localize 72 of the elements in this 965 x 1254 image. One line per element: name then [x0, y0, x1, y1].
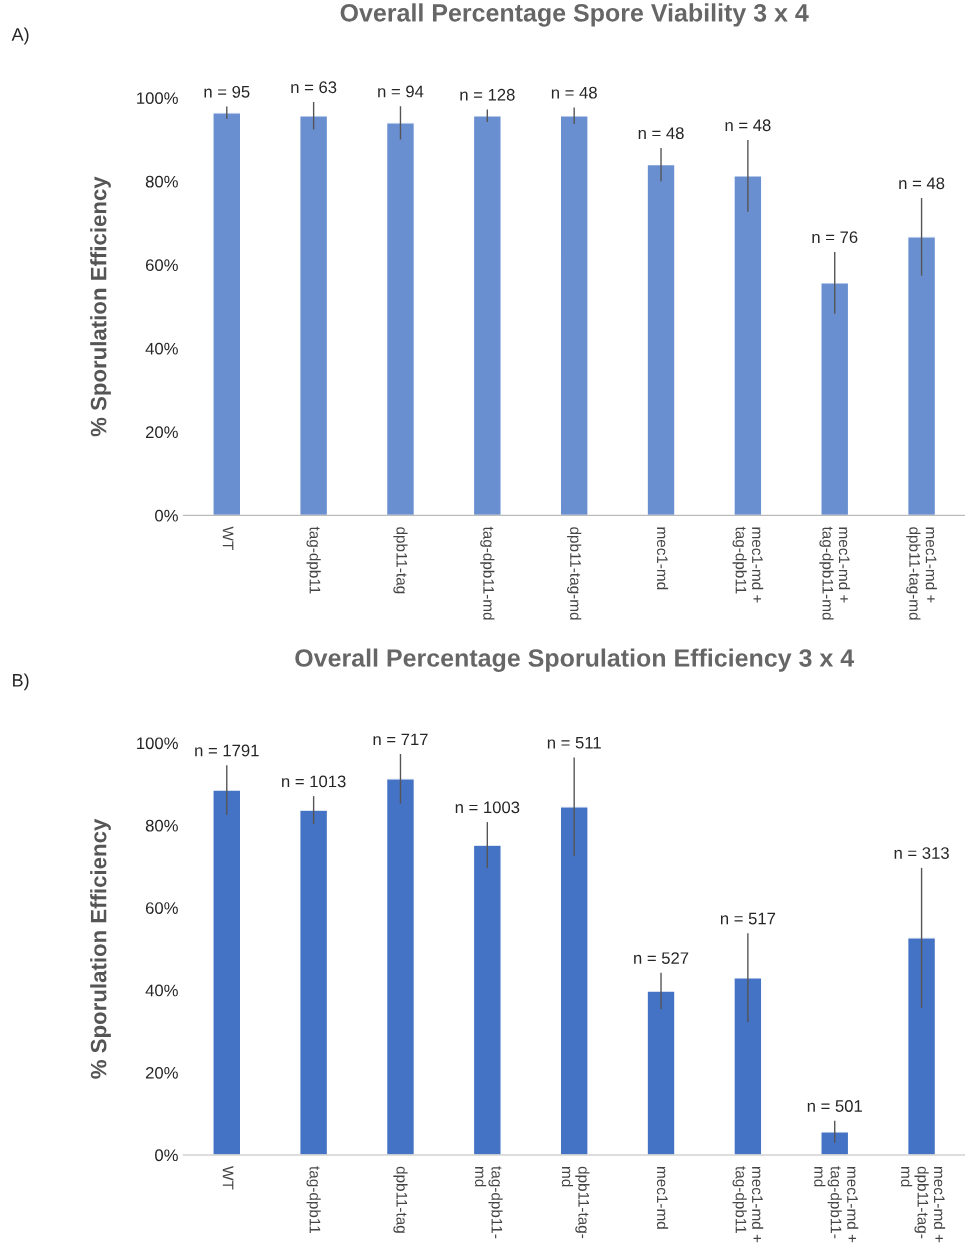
x-tick-label: mec1-md + tag-dpb11	[732, 1166, 764, 1243]
bar	[906, 937, 937, 1155]
annotation: n = 48	[725, 119, 771, 132]
y-tick-label: 20%	[145, 426, 178, 439]
bar	[212, 112, 242, 516]
bar	[299, 809, 329, 1155]
y-tick-label: 0%	[155, 509, 178, 522]
x-tick-label: tag-dpb11- md	[475, 1166, 503, 1239]
chart-title: Overall Percentage Sporulation Efficiency 3 x 4	[295, 648, 855, 672]
bar	[472, 115, 502, 516]
annotation: n = 1003	[455, 801, 520, 814]
x-tick-label: mec1-md + dpb11-tag- md	[901, 1166, 946, 1243]
x-tick-label: dpb11-tag-md	[567, 527, 582, 620]
annotation: n = 48	[551, 86, 597, 99]
annotation: n = 95	[204, 85, 250, 98]
bar	[559, 806, 589, 1155]
text: A)	[11, 27, 29, 45]
annotation: n = 48	[899, 177, 945, 190]
annotation: n = 313	[894, 847, 949, 859]
bar	[299, 115, 329, 516]
x-tick-label: dpb11-tag	[393, 527, 408, 594]
y-tick-label: 60%	[145, 902, 178, 914]
text: B)	[13, 673, 29, 691]
annotation: n = 63	[291, 81, 337, 94]
annotation: n = 48	[638, 127, 684, 140]
bar	[646, 163, 676, 516]
bar	[212, 789, 242, 1155]
chart-title: Overall Percentage Spore Viability 3 x 4	[340, 3, 809, 27]
x-tick-label: mec1-md + tag-dpb11- md	[814, 1166, 859, 1243]
x-tick-label: tag-dpb11	[306, 1166, 321, 1233]
bar	[733, 977, 763, 1155]
bar	[559, 115, 589, 516]
y-tick-label: 60%	[145, 259, 178, 272]
bar	[820, 1131, 850, 1155]
y-axis-title: % Sporulation Efficiency	[90, 818, 111, 1079]
bar	[385, 122, 416, 516]
annotation: n = 76	[812, 231, 858, 244]
y-tick-label: 40%	[145, 342, 178, 355]
annotation: n = 717	[373, 733, 428, 746]
x-tick-label: tag-dpb11	[306, 526, 321, 594]
annotation: n = 517	[720, 912, 776, 925]
y-axis-title: % Sporulation Efficiency	[90, 176, 111, 437]
annotation: n = 511	[547, 736, 601, 749]
y-tick-label: 80%	[145, 175, 178, 188]
x-tick-label: WT	[222, 1166, 234, 1190]
bar	[906, 236, 937, 516]
y-tick-label: 80%	[145, 819, 178, 832]
x-tick-label: mec1-md	[656, 1167, 669, 1229]
x-tick-label: dpb11-tag- md	[561, 1166, 590, 1239]
x-tick-label: mec1-md + tag-dpb11-md	[819, 526, 851, 620]
bar	[472, 844, 502, 1155]
bar	[820, 282, 850, 516]
x-tick-label: mec1-md	[656, 527, 669, 590]
annotation: n = 527	[634, 952, 689, 965]
annotation: n = 501	[807, 1100, 862, 1112]
y-tick-label: 100%	[137, 92, 178, 105]
bar	[385, 778, 416, 1155]
annotation: n = 1013	[282, 775, 346, 788]
x-tick-label: WT	[222, 526, 234, 550]
y-tick-label: 0%	[155, 1149, 178, 1162]
bar	[733, 175, 763, 516]
x-tick-label: mec1-md + tag-dpb11	[732, 526, 764, 603]
y-tick-label: 20%	[145, 1066, 178, 1079]
bar	[646, 990, 676, 1155]
annotation: n = 1791	[195, 744, 259, 757]
y-tick-label: 100%	[137, 737, 178, 750]
x-tick-label: mec1-md + dpb11-tag-md	[906, 527, 937, 620]
x-tick-label: dpb11-tag	[393, 1166, 408, 1233]
annotation: n = 94	[378, 85, 424, 98]
annotation: n = 128	[460, 88, 515, 101]
y-tick-label: 40%	[145, 984, 178, 997]
x-tick-label: tag-dpb11-md	[480, 526, 495, 620]
